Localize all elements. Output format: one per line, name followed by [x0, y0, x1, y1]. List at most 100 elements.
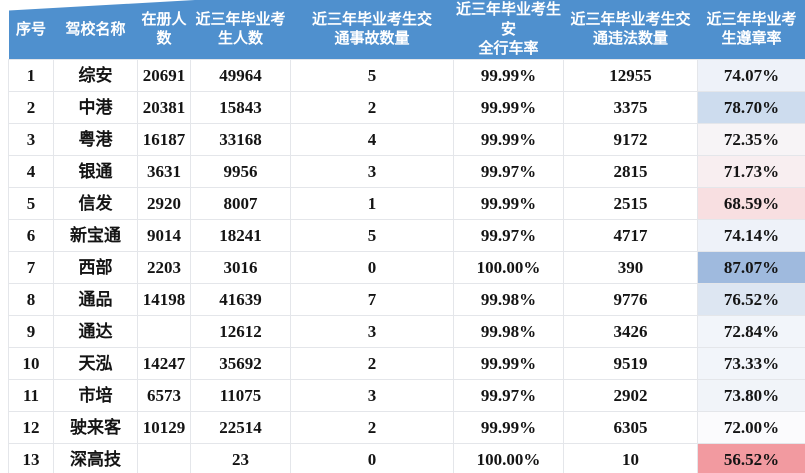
- table-row: 11 市培 6573 11075 3 99.97% 2902 73.80%: [8, 378, 805, 412]
- cell-violation-count: 6305: [563, 410, 698, 444]
- cell-accident-count: 3: [290, 378, 454, 412]
- cell-school-name: 银通: [53, 154, 138, 188]
- cell-registered-count: 2203: [137, 250, 191, 284]
- cell-registered-count: [137, 314, 191, 348]
- cell-graduate-count: 23: [190, 442, 291, 473]
- table-row: 4 银通 3631 9956 3 99.97% 2815 71.73%: [8, 154, 805, 188]
- cell-serial: 1: [8, 58, 54, 92]
- cell-violation-count: 2515: [563, 186, 698, 220]
- cell-violation-count: 4717: [563, 218, 698, 252]
- cell-graduate-count: 15843: [190, 90, 291, 124]
- cell-registered-count: 20691: [137, 58, 191, 92]
- cell-compliance-rate: 68.59%: [697, 186, 805, 220]
- cell-school-name: 深高技: [53, 442, 138, 473]
- cell-accident-count: 2: [290, 410, 454, 444]
- cell-graduate-count: 35692: [190, 346, 291, 380]
- cell-safe-driving-rate: 99.97%: [453, 378, 564, 412]
- cell-serial: 8: [8, 282, 54, 316]
- cell-violation-count: 3426: [563, 314, 698, 348]
- cell-serial: 9: [8, 314, 54, 348]
- cell-school-name: 通达: [53, 314, 138, 348]
- cell-violation-count: 2902: [563, 378, 698, 412]
- cell-accident-count: 5: [290, 58, 454, 92]
- cell-accident-count: 0: [290, 442, 454, 473]
- table-row: 2 中港 20381 15843 2 99.99% 3375 78.70%: [8, 90, 805, 124]
- table-header-row: 序号 驾校名称 在册人 数 近三年毕业考 生人数 近三年毕业考生交 通事故数量 …: [8, 0, 805, 59]
- table-row: 6 新宝通 9014 18241 5 99.97% 4717 74.14%: [8, 218, 805, 252]
- table-row: 12 驶来客 10129 22514 2 99.99% 6305 72.00%: [8, 410, 805, 444]
- cell-registered-count: 16187: [137, 122, 191, 156]
- cell-registered-count: 6573: [137, 378, 191, 412]
- cell-compliance-rate: 74.14%: [697, 218, 805, 252]
- cell-compliance-rate: 76.52%: [697, 282, 805, 316]
- cell-registered-count: 3631: [137, 154, 191, 188]
- cell-violation-count: 2815: [563, 154, 698, 188]
- cell-graduate-count: 41639: [190, 282, 291, 316]
- table-row: 1 综安 20691 49964 5 99.99% 12955 74.07%: [8, 58, 805, 92]
- cell-serial: 11: [8, 378, 54, 412]
- cell-safe-driving-rate: 99.97%: [453, 218, 564, 252]
- cell-violation-count: 3375: [563, 90, 698, 124]
- header-safe-driving-rate: 近三年毕业考生安 全行车率: [453, 0, 564, 59]
- cell-graduate-count: 11075: [190, 378, 291, 412]
- cell-graduate-count: 12612: [190, 314, 291, 348]
- cell-safe-driving-rate: 100.00%: [453, 250, 564, 284]
- cell-violation-count: 12955: [563, 58, 698, 92]
- cell-accident-count: 4: [290, 122, 454, 156]
- header-graduate-count: 近三年毕业考 生人数: [190, 0, 291, 59]
- cell-serial: 13: [8, 442, 54, 473]
- cell-school-name: 中港: [53, 90, 138, 124]
- cell-graduate-count: 49964: [190, 58, 291, 92]
- cell-compliance-rate: 74.07%: [697, 58, 805, 92]
- cell-serial: 10: [8, 346, 54, 380]
- cell-violation-count: 390: [563, 250, 698, 284]
- cell-compliance-rate: 87.07%: [697, 250, 805, 284]
- cell-registered-count: [137, 442, 191, 473]
- cell-violation-count: 9519: [563, 346, 698, 380]
- cell-serial: 7: [8, 250, 54, 284]
- cell-registered-count: 20381: [137, 90, 191, 124]
- cell-accident-count: 0: [290, 250, 454, 284]
- cell-school-name: 天泓: [53, 346, 138, 380]
- cell-serial: 4: [8, 154, 54, 188]
- table-row: 9 通达 12612 3 99.98% 3426 72.84%: [8, 314, 805, 348]
- cell-safe-driving-rate: 99.99%: [453, 90, 564, 124]
- cell-compliance-rate: 72.00%: [697, 410, 805, 444]
- cell-safe-driving-rate: 99.99%: [453, 410, 564, 444]
- cell-graduate-count: 8007: [190, 186, 291, 220]
- cell-compliance-rate: 72.35%: [697, 122, 805, 156]
- cell-school-name: 新宝通: [53, 218, 138, 252]
- cell-accident-count: 3: [290, 314, 454, 348]
- cell-school-name: 信发: [53, 186, 138, 220]
- table-row: 7 西部 2203 3016 0 100.00% 390 87.07%: [8, 250, 805, 284]
- cell-school-name: 驶来客: [53, 410, 138, 444]
- cell-compliance-rate: 73.80%: [697, 378, 805, 412]
- cell-serial: 3: [8, 122, 54, 156]
- cell-registered-count: 14247: [137, 346, 191, 380]
- cell-serial: 6: [8, 218, 54, 252]
- cell-graduate-count: 22514: [190, 410, 291, 444]
- cell-compliance-rate: 78.70%: [697, 90, 805, 124]
- cell-graduate-count: 3016: [190, 250, 291, 284]
- cell-serial: 5: [8, 186, 54, 220]
- table-row: 10 天泓 14247 35692 2 99.99% 9519 73.33%: [8, 346, 805, 380]
- cell-safe-driving-rate: 99.98%: [453, 282, 564, 316]
- cell-safe-driving-rate: 99.99%: [453, 186, 564, 220]
- header-registered-count: 在册人 数: [137, 0, 191, 59]
- cell-accident-count: 5: [290, 218, 454, 252]
- cell-accident-count: 2: [290, 346, 454, 380]
- cell-school-name: 通品: [53, 282, 138, 316]
- cell-compliance-rate: 71.73%: [697, 154, 805, 188]
- cell-safe-driving-rate: 99.97%: [453, 154, 564, 188]
- cell-registered-count: 2920: [137, 186, 191, 220]
- cell-accident-count: 7: [290, 282, 454, 316]
- cell-safe-driving-rate: 99.98%: [453, 314, 564, 348]
- table-row: 5 信发 2920 8007 1 99.99% 2515 68.59%: [8, 186, 805, 220]
- cell-graduate-count: 33168: [190, 122, 291, 156]
- cell-violation-count: 9172: [563, 122, 698, 156]
- header-accident-count: 近三年毕业考生交 通事故数量: [290, 0, 454, 59]
- table-row: 3 粤港 16187 33168 4 99.99% 9172 72.35%: [8, 122, 805, 156]
- cell-compliance-rate: 73.33%: [697, 346, 805, 380]
- corner-artifact: [0, 0, 195, 11]
